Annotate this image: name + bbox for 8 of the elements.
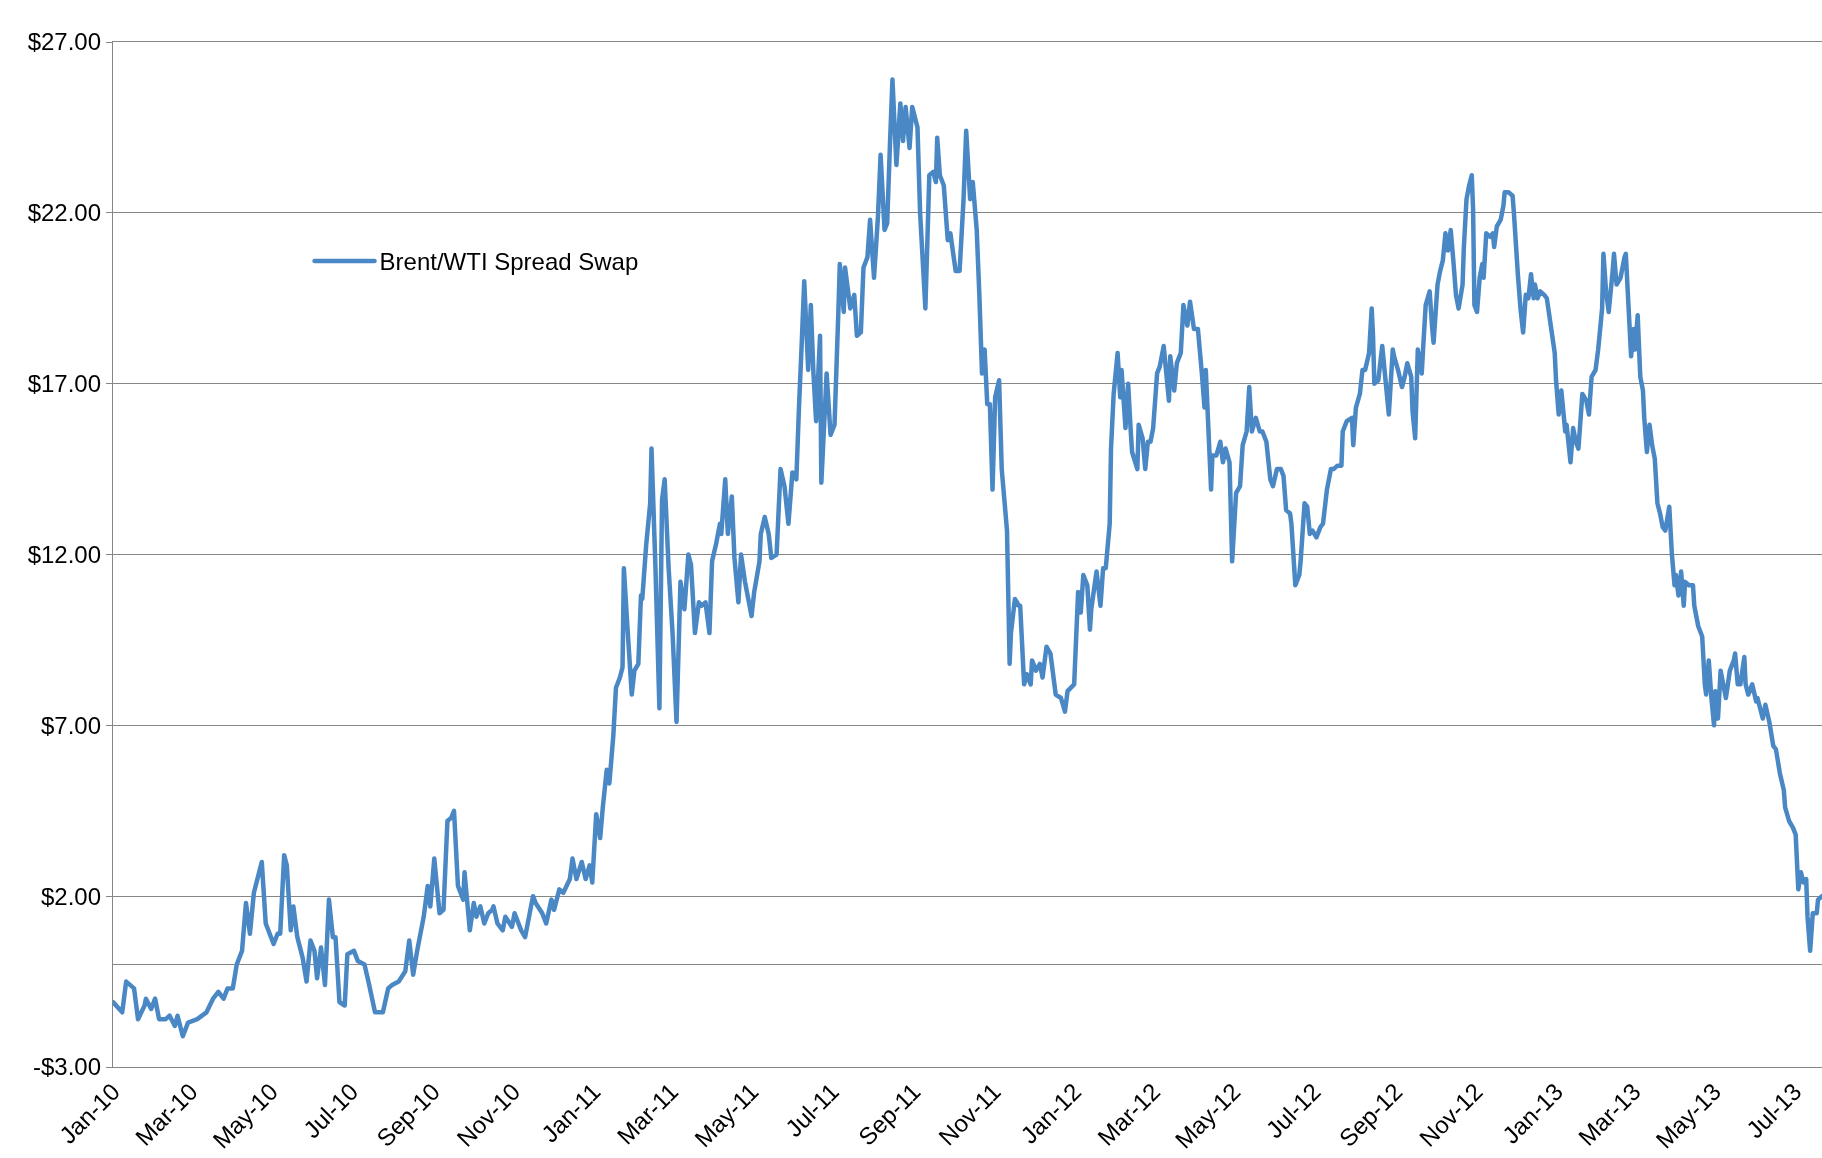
y-tick-label: $22.00 xyxy=(27,199,102,227)
y-tick-label: $27.00 xyxy=(27,28,102,56)
y-tick-label: $2.00 xyxy=(40,882,102,910)
y-tick-label: $12.00 xyxy=(27,540,102,568)
y-tick-label: $7.00 xyxy=(40,711,102,739)
y-tick-label: -$3.00 xyxy=(32,1053,102,1081)
legend-label: Brent/WTI Spread Swap xyxy=(379,248,639,276)
y-tick-label: $17.00 xyxy=(27,370,102,398)
